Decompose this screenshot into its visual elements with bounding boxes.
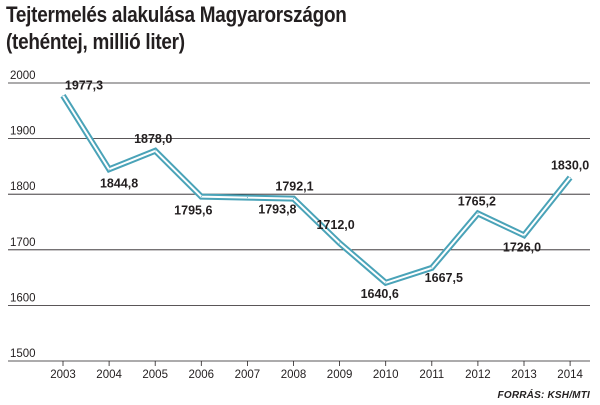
x-tick-label: 2011 (419, 369, 444, 381)
data-label: 1726,0 (503, 240, 541, 254)
y-tick-label: 1900 (10, 126, 36, 138)
x-tick-label: 2006 (189, 369, 215, 381)
x-tick-label: 2010 (373, 369, 399, 381)
data-label: 1712,0 (316, 218, 354, 232)
data-label: 1765,2 (458, 195, 496, 209)
y-tick-label: 2000 (10, 70, 36, 82)
data-label: 1830,0 (551, 159, 589, 173)
data-label: 1878,0 (134, 132, 172, 146)
data-label: 1795,6 (174, 204, 212, 218)
grid-layer: 1500 1600 1700 1800 1900 2000 (8, 70, 590, 362)
series-line-inner (62, 95, 571, 284)
data-label: 1977,3 (65, 79, 103, 93)
x-tick-label: 2005 (142, 369, 168, 381)
y-tick-label: 1500 (10, 348, 36, 360)
data-point (293, 198, 294, 200)
data-point (385, 282, 387, 284)
chart-title-line-2: (tehéntej, millió liter) (6, 29, 185, 54)
data-point (477, 213, 479, 215)
data-label: 1640,6 (361, 287, 399, 301)
source-note: FORRÁS: KSH/MTI (497, 390, 590, 401)
data-point (339, 242, 341, 244)
data-label: 1792,1 (275, 180, 313, 194)
data-point (62, 95, 64, 97)
x-tick-label: 2003 (50, 369, 76, 381)
y-tick-label: 1700 (10, 237, 36, 249)
x-tick-label: 2004 (96, 369, 122, 381)
data-label: 1793,8 (258, 203, 296, 217)
x-tick-label: 2014 (557, 369, 583, 381)
x-tick-label: 2008 (281, 369, 307, 381)
y-tick-label: 1800 (10, 181, 36, 193)
data-point (200, 196, 202, 198)
data-labels: 1977,3 1844,8 1878,0 1795,6 1793,8 1792,1 1712… (65, 79, 589, 301)
x-tick-label: 2012 (465, 369, 491, 381)
x-tick-label: 2013 (511, 369, 537, 381)
series-layer (60, 94, 573, 287)
series-line (60, 94, 573, 287)
data-point (569, 177, 571, 179)
y-tick-label: 1600 (10, 292, 36, 304)
data-point (154, 150, 156, 152)
data-label: 1844,8 (100, 176, 138, 190)
data-point (431, 267, 433, 269)
data-label: 1667,5 (425, 271, 463, 285)
data-point (523, 234, 525, 236)
x-tick-label: 2009 (327, 369, 353, 381)
data-point (246, 197, 248, 199)
x-axis: 2003 2004 2005 2006 2007 2008 2009 2010 2011 2012… (50, 361, 583, 381)
chart-title-line-1: Tejtermelés alakulása Magyarországon (6, 2, 347, 27)
x-tick-label: 2007 (235, 369, 261, 381)
data-point (108, 168, 110, 170)
chart-title: Tejtermelés alakulása Magyarországon (te… (6, 1, 505, 55)
